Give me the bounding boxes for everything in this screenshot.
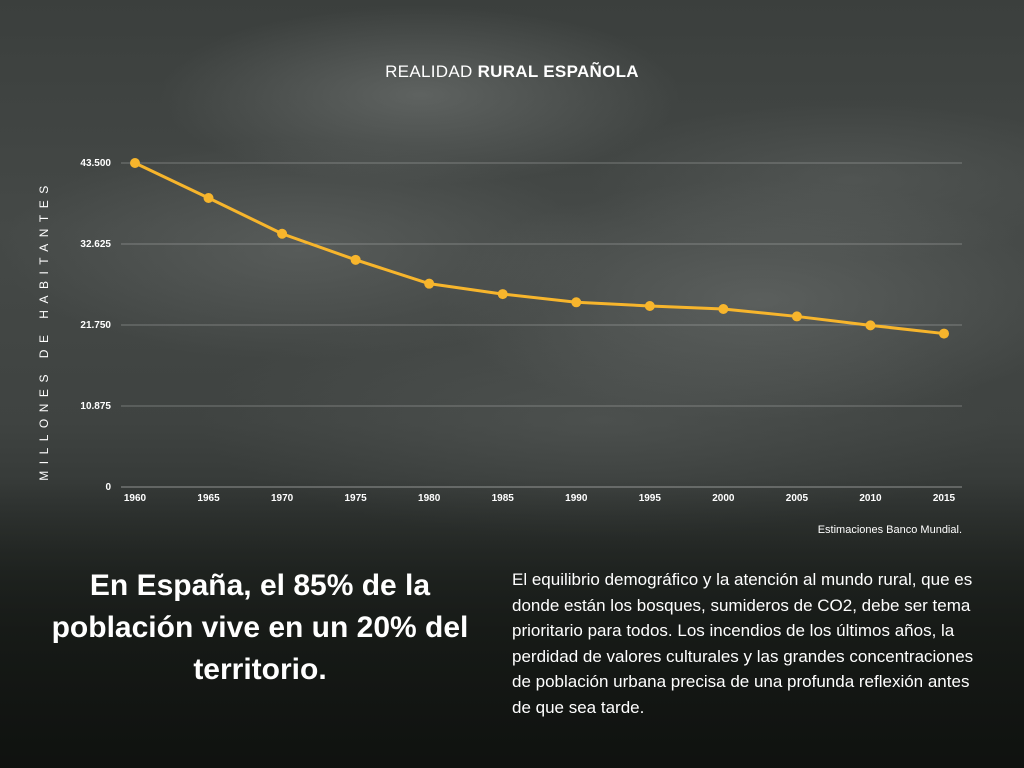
x-tick-label: 2015 [933, 493, 956, 504]
series-line [134, 161, 945, 336]
x-tick-label: 1960 [124, 493, 147, 504]
chart-title: REALIDAD RURAL ESPAÑOLA [0, 62, 1024, 82]
data-point [791, 311, 802, 322]
line-chart: 0 10.875 21.750 32.625 43.500 1960 1965 1970 197… [80, 158, 956, 504]
x-tick-label: 1990 [565, 493, 588, 504]
background-field [0, 478, 1024, 768]
source-note: Estimaciones Banco Mundial. [817, 524, 962, 536]
data-point [130, 158, 140, 168]
data-point [350, 254, 361, 265]
headline: En España, el 85% de la población vive e… [51, 569, 469, 686]
data-point [865, 320, 876, 331]
y-tick-label: 32.625 [80, 239, 111, 250]
x-tick-label: 2000 [712, 493, 735, 504]
y-tick-label: 0 [105, 482, 111, 493]
chart-title-bold: RURAL ESPAÑOLA [477, 62, 639, 81]
y-tick-label: 10.875 [80, 401, 111, 412]
x-tick-label: 1975 [345, 493, 368, 504]
data-point [718, 303, 729, 314]
data-point [424, 278, 435, 289]
x-tick-label: 2010 [859, 493, 882, 504]
data-point [571, 297, 582, 308]
x-tick-label: 1995 [639, 493, 662, 504]
x-tick-label: 2005 [786, 493, 809, 504]
data-point [497, 289, 508, 300]
data-point [203, 193, 214, 204]
y-tick-label: 21.750 [80, 320, 111, 331]
y-tick-label: 43.500 [80, 158, 111, 169]
body-paragraph: El equilibrio demográfico y la atención … [512, 570, 974, 717]
x-tick-label: 1970 [271, 493, 294, 504]
x-tick-label: 1980 [418, 493, 441, 504]
chart-title-regular: REALIDAD [385, 62, 473, 81]
x-tick-label: 1985 [492, 493, 515, 504]
data-point [277, 228, 288, 239]
x-tick-label: 1965 [197, 493, 220, 504]
data-point [644, 301, 655, 312]
data-point [939, 328, 949, 339]
